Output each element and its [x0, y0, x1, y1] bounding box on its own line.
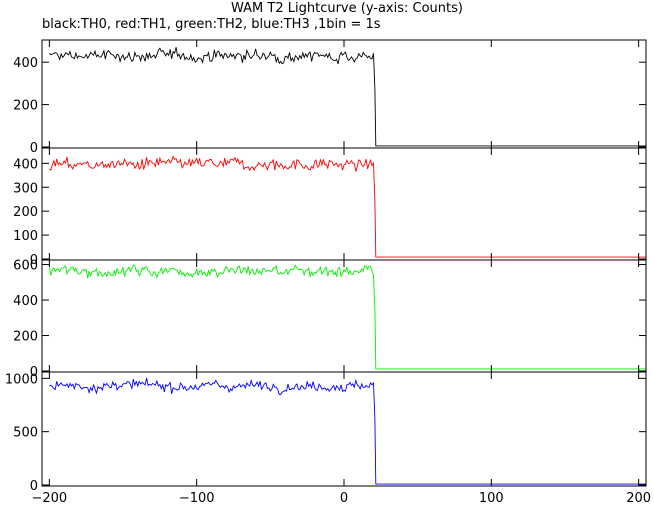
y-tick-label: 500 — [13, 426, 38, 441]
y-tick-label: 400 — [13, 56, 38, 71]
y-tick-label: 100 — [13, 229, 38, 244]
panel-frame — [41, 39, 647, 149]
chart-title: WAM T2 Lightcurve (y-axis: Counts) — [231, 1, 463, 16]
y-tick-label: 0 — [30, 479, 38, 494]
panel-th1: 0 100 200 300 400 — [13, 147, 647, 268]
y-tick-label: 200 — [13, 330, 38, 345]
y-tick-label: 400 — [13, 157, 38, 172]
panel-th0: 0 200 400 — [13, 39, 647, 156]
y-tick-label: 600 — [13, 259, 38, 274]
x-axis: −200 −100 0 100 200 — [32, 491, 652, 505]
x-tick-label: 200 — [626, 491, 651, 505]
y-tick-label: 0 — [30, 365, 38, 380]
y-tick-label: 200 — [13, 205, 38, 220]
series-line-th1 — [49, 155, 646, 258]
x-tick-label: 100 — [479, 491, 504, 505]
panel-th2: 0 200 400 600 — [13, 259, 647, 380]
y-tick-label: 0 — [30, 253, 38, 268]
series-line-th0 — [49, 47, 646, 147]
series-line-th3 — [49, 377, 646, 485]
y-tick-label: 200 — [13, 99, 38, 114]
x-tick-label: −100 — [179, 491, 215, 505]
y-tick-label: 1000 — [5, 372, 38, 387]
y-tick-label: 300 — [13, 181, 38, 196]
chart-subtitle: black:TH0, red:TH1, green:TH2, blue:TH3 … — [42, 17, 381, 32]
series-line-th2 — [48, 264, 646, 370]
panel-frame — [41, 259, 647, 373]
x-tick-label: 0 — [340, 491, 348, 505]
panel-th3: 0 500 1000 — [5, 371, 647, 494]
y-tick-label: 0 — [30, 141, 38, 156]
y-tick-label: 400 — [13, 294, 38, 309]
x-tick-label: −200 — [32, 491, 68, 505]
panel-frame — [41, 371, 647, 487]
